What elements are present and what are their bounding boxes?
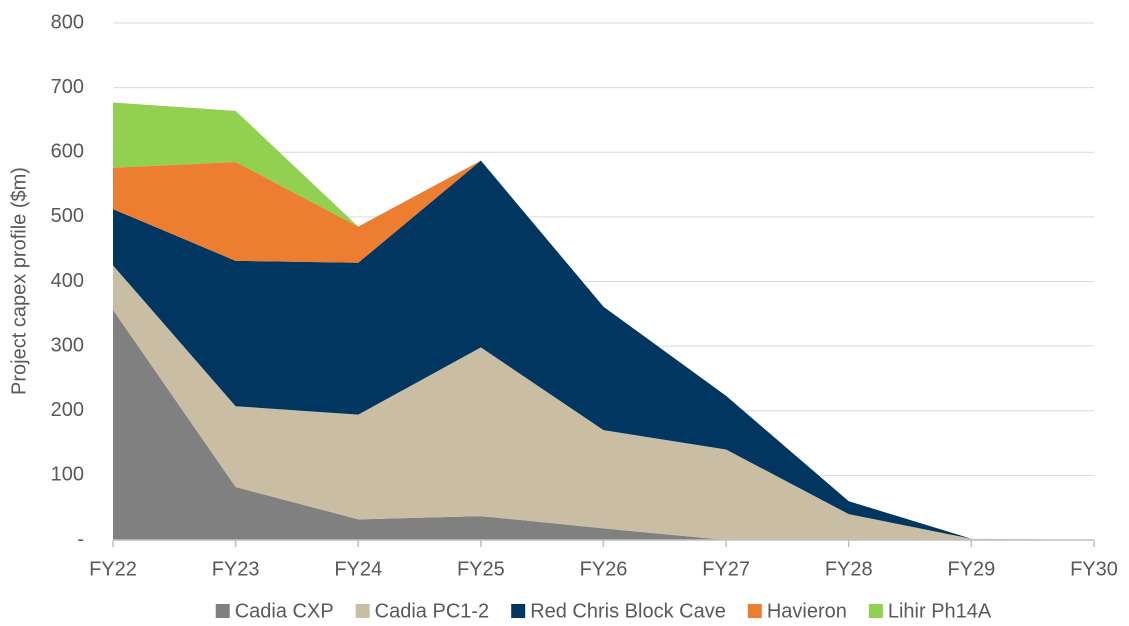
y-tick-label: 200	[51, 399, 84, 421]
area	[113, 160, 1094, 540]
x-tick-label: FY28	[825, 558, 873, 580]
y-tick-label: 300	[51, 334, 84, 356]
x-tick-label: FY23	[212, 558, 260, 580]
x-tick-label: FY27	[702, 558, 750, 580]
legend-label: Lihir Ph14A	[888, 600, 992, 622]
legend-swatch	[511, 604, 526, 618]
x-tick-label: FY30	[1070, 558, 1118, 580]
y-tick-label: 700	[51, 76, 84, 98]
legend-label: Red Chris Block Cave	[530, 600, 726, 622]
area	[113, 102, 1094, 541]
area	[113, 309, 1094, 540]
legend-swatch	[868, 604, 883, 618]
x-tick-label: FY26	[580, 558, 628, 580]
y-tick-label: -	[77, 528, 84, 550]
y-tick-label: 500	[51, 205, 84, 227]
legend-label: Cadia CXP	[235, 600, 334, 622]
y-tick-label: 400	[51, 270, 84, 292]
legend: Cadia CXP Cadia PC1-2 Red Chris Block Cave…	[215, 600, 992, 622]
legend-label: Cadia PC1-2	[375, 600, 490, 622]
y-tick-label: 100	[51, 464, 84, 486]
x-tick-label: FY22	[89, 558, 137, 580]
x-tick-label: FY24	[334, 558, 382, 580]
x-tick-label: FY29	[947, 558, 995, 580]
y-axis-label: Project capex profile ($m)	[8, 167, 30, 395]
y-tick-label: 600	[51, 141, 84, 163]
y-tick-label: 800	[51, 11, 84, 33]
legend-swatch	[747, 604, 762, 618]
legend-swatch	[355, 604, 370, 618]
x-tick-label: FY25	[457, 558, 505, 580]
legend-swatch	[215, 604, 230, 618]
legend-label: Havieron	[767, 600, 847, 622]
area	[113, 265, 1094, 540]
area	[113, 160, 1094, 540]
